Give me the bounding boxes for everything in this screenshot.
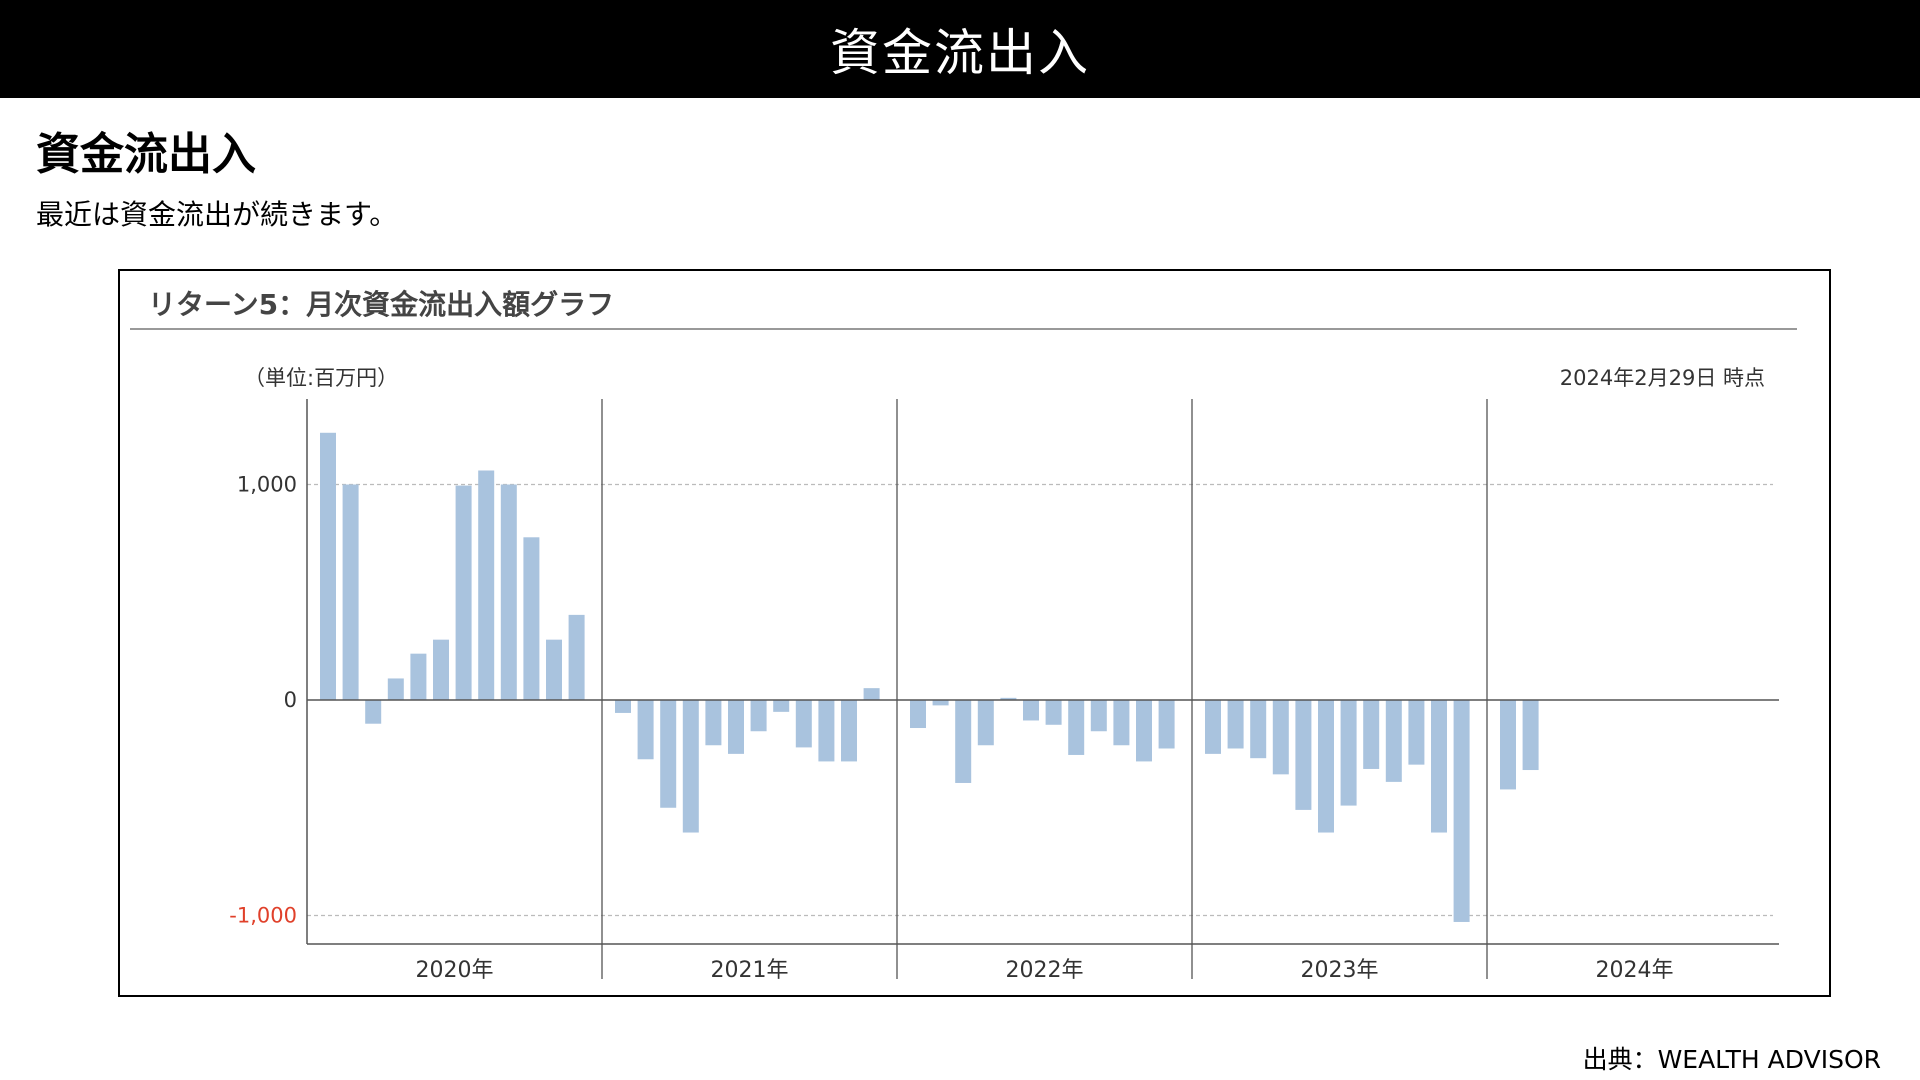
chart-title: リターン5：月次資金流出入額グラフ (148, 288, 615, 321)
chart-panel: リターン5：月次資金流出入額グラフ （単位:百万円） 2024年2月29日 時点… (118, 269, 1831, 997)
bar (910, 700, 926, 729)
bar (977, 700, 994, 746)
bar (818, 700, 835, 762)
top-banner: 資金流出入 (0, 0, 1920, 98)
bar (1068, 700, 1085, 755)
bar (523, 537, 540, 700)
bar (955, 700, 972, 783)
bar (1318, 700, 1334, 833)
source-note: 出典：WEALTH ADVISOR (1582, 1045, 1881, 1074)
bar (320, 432, 336, 700)
bar (546, 639, 562, 700)
bar (1408, 700, 1425, 765)
bar (750, 700, 767, 732)
bar (682, 700, 699, 833)
bar (478, 470, 495, 700)
y-tick-label: -1,000 (229, 904, 297, 928)
bar (1158, 700, 1175, 749)
bar (841, 700, 857, 762)
banner-title: 資金流出入 (830, 24, 1090, 82)
x-tick-label: 2022年 (1006, 958, 1084, 983)
bar (1340, 700, 1357, 806)
bar (342, 484, 359, 700)
bar (1272, 700, 1289, 775)
x-tick-label: 2024年 (1596, 958, 1674, 983)
bar (1453, 700, 1470, 922)
x-tick-label: 2023年 (1301, 958, 1379, 983)
bar (1295, 700, 1312, 810)
bar (410, 653, 427, 700)
bar (387, 678, 404, 700)
x-tick-label: 2021年 (711, 958, 789, 983)
bar (433, 639, 449, 700)
bar (1000, 697, 1017, 700)
bar (1205, 700, 1221, 754)
bar (728, 700, 744, 754)
bar (1090, 700, 1107, 732)
bar (795, 700, 812, 748)
bar (568, 614, 585, 700)
y-tick-label: 0 (284, 688, 297, 712)
chart-title-divider (130, 328, 1797, 330)
bar (1227, 700, 1244, 749)
x-tick-label: 2020年 (416, 958, 494, 983)
bar (1363, 700, 1380, 769)
bar (365, 700, 382, 724)
bar (660, 700, 677, 808)
bar-chart: 1,000 0 -1,000 2020年 2021年 2022年 2023年 2024年 (229, 399, 1779, 983)
as-of-date: 2024年2月29日 時点 (1559, 366, 1765, 390)
bar (773, 700, 790, 712)
bar (932, 700, 949, 706)
bar (863, 688, 880, 700)
bar (1431, 700, 1447, 833)
bar (1385, 700, 1402, 782)
bar (615, 700, 631, 713)
bar (1250, 700, 1267, 759)
bar (1045, 700, 1062, 725)
bar (1522, 700, 1539, 771)
section-heading: 資金流出入 (36, 129, 256, 180)
section-description: 最近は資金流出が続きます。 (36, 198, 398, 231)
unit-label: （単位:百万円） (244, 366, 399, 390)
bar (1023, 700, 1039, 721)
bar (1136, 700, 1152, 762)
bar (1500, 700, 1516, 790)
bar (637, 700, 654, 760)
bar (705, 700, 722, 746)
y-tick-label: 1,000 (237, 473, 297, 497)
bar (500, 484, 517, 700)
bar (455, 485, 472, 700)
bar (1113, 700, 1130, 746)
